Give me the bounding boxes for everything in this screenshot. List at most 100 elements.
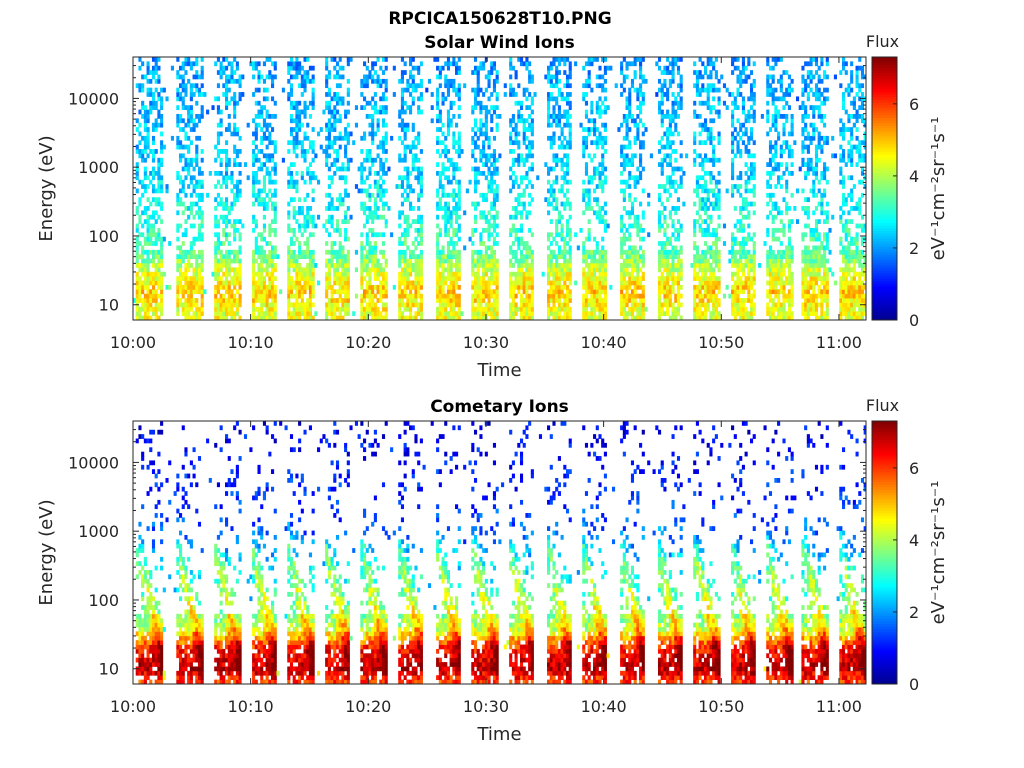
flux-cell	[154, 219, 158, 224]
flux-cell	[252, 302, 256, 308]
flux-cell	[143, 293, 147, 299]
flux-cell	[528, 201, 532, 207]
flux-cell	[666, 96, 670, 102]
flux-cell	[663, 241, 667, 246]
flux-cell	[400, 122, 405, 128]
flux-cell	[311, 219, 315, 224]
flux-cell	[449, 315, 453, 321]
flux-cell	[441, 263, 445, 268]
flux-cell	[598, 210, 602, 216]
flux-cell	[333, 298, 337, 303]
flux-cell	[476, 127, 480, 132]
flux-cell	[227, 87, 231, 93]
flux-cell	[473, 298, 478, 303]
flux-cell	[289, 302, 294, 308]
flux-cell	[530, 258, 534, 264]
flux-cell	[160, 131, 164, 137]
flux-cell	[522, 298, 526, 303]
flux-cell	[565, 83, 570, 89]
flux-cell	[206, 109, 210, 115]
flux-cell	[490, 162, 494, 167]
flux-cell	[693, 311, 697, 317]
flux-cell	[452, 135, 456, 141]
flux-cell	[528, 70, 532, 75]
flux-cell	[490, 232, 494, 238]
flux-cell	[633, 298, 637, 303]
flux-cell	[479, 65, 483, 71]
flux-cell	[593, 166, 597, 172]
flux-cell	[157, 96, 161, 102]
flux-cell	[138, 83, 142, 89]
flux-cell	[455, 162, 459, 167]
flux-cell	[701, 157, 705, 163]
flux-cell	[628, 223, 632, 229]
flux-cell	[457, 166, 461, 172]
flux-cell	[693, 267, 697, 273]
flux-cell	[333, 96, 337, 102]
flux-cell	[514, 276, 518, 281]
flux-cell	[584, 144, 589, 150]
flux-cell	[565, 311, 570, 317]
flux-cell	[306, 306, 310, 312]
flux-cell	[547, 70, 551, 75]
flux-cell	[298, 227, 302, 233]
flux-cell	[565, 271, 570, 277]
flux-cell	[436, 96, 440, 102]
flux-cell	[333, 140, 337, 146]
flux-cell	[601, 214, 605, 220]
flux-cell	[225, 263, 229, 268]
flux-cell	[141, 157, 145, 163]
flux-cell	[476, 144, 480, 150]
flux-cell	[622, 118, 626, 124]
flux-cell	[287, 298, 291, 303]
flux-cell	[179, 118, 183, 124]
flux-cell	[666, 254, 670, 260]
flux-cell	[289, 57, 294, 62]
flux-cell	[373, 197, 377, 203]
flux-cell	[438, 298, 442, 303]
flux-cell	[671, 70, 675, 75]
flux-cell	[262, 61, 266, 67]
flux-cell	[565, 293, 570, 299]
flux-cell	[674, 315, 678, 321]
flux-cell	[365, 254, 369, 260]
flux-cell	[252, 188, 256, 194]
flux-cell	[528, 306, 532, 312]
flux-cell	[555, 78, 559, 84]
flux-cell	[476, 135, 480, 141]
flux-cell	[406, 197, 410, 203]
flux-cell	[528, 153, 532, 159]
flux-cell	[633, 263, 637, 268]
flux-cell	[300, 232, 304, 238]
flux-cell	[455, 227, 459, 233]
flux-cell	[409, 92, 413, 97]
flux-cell	[441, 162, 445, 167]
flux-cell	[143, 280, 147, 286]
flux-cell	[146, 236, 150, 242]
flux-cell	[200, 184, 204, 189]
flux-cell	[381, 179, 386, 185]
flux-cell	[444, 298, 448, 303]
flux-cell	[225, 57, 229, 62]
flux-cell	[327, 127, 331, 132]
flux-cell	[622, 113, 626, 119]
flux-cell	[330, 263, 334, 268]
flux-cell	[176, 144, 180, 150]
flux-cell	[695, 70, 699, 75]
flux-cell	[657, 280, 662, 286]
flux-cell	[235, 267, 239, 273]
flux-cell	[262, 78, 266, 84]
flux-cell	[595, 306, 599, 312]
flux-cell	[560, 175, 564, 181]
flux-cell	[411, 298, 415, 303]
flux-cell	[135, 144, 139, 150]
flux-cell	[633, 258, 637, 264]
flux-cell	[492, 153, 497, 159]
flux-cell	[227, 61, 231, 67]
flux-cell	[676, 276, 681, 281]
flux-cell	[622, 298, 626, 303]
flux-cell	[333, 135, 337, 141]
flux-cell	[419, 214, 423, 220]
flux-cell	[693, 306, 697, 312]
flux-cell	[547, 100, 551, 106]
